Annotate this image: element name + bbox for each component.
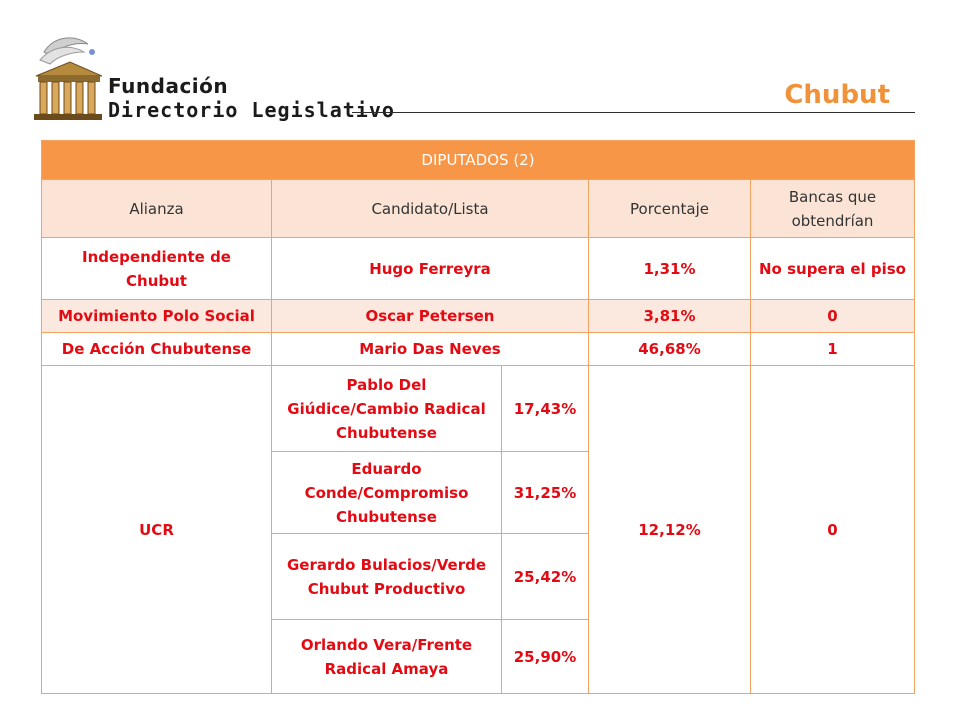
ucr-list-porcentaje: 25,42%: [501, 533, 589, 620]
column-header-porcentaje: Porcentaje: [588, 179, 751, 238]
table-row-ucr: Orlando Vera/Frente Radical Amaya 25,90%: [42, 619, 915, 694]
page-title: Chubut: [784, 80, 890, 110]
ucr-list-candidato: Orlando Vera/Frente Radical Amaya: [271, 619, 502, 694]
alianza-cell: Movimiento Polo Social: [41, 299, 272, 333]
column-header-row: Alianza Candidato/Lista Porcentaje Banca…: [41, 179, 915, 238]
table-title: DIPUTADOS (2): [41, 140, 915, 180]
column-header-alianza: Alianza: [41, 179, 272, 238]
porcentaje-cell: 1,31%: [588, 237, 751, 300]
title-divider: [352, 112, 915, 113]
candidato-cell: Oscar Petersen: [271, 299, 589, 333]
bancas-cell: 1: [750, 332, 915, 366]
ucr-bancas: 0: [750, 365, 915, 694]
ucr-list-candidato: Eduardo Conde/Compromiso Chubutense: [271, 451, 502, 534]
logo-line-1: Fundación: [108, 74, 229, 98]
table-row: Movimiento Polo Social Oscar Petersen 3,…: [41, 299, 915, 333]
alianza-cell: De Acción Chubutense: [41, 332, 272, 366]
alianza-cell: Independiente de Chubut: [41, 237, 272, 300]
ucr-list-porcentaje: 17,43%: [501, 365, 589, 452]
logo-line-2: Directorio Legislativo: [108, 98, 395, 122]
porcentaje-cell: 46,68%: [588, 332, 751, 366]
table-row-ucr: UCR Pablo Del Giúdice/Cambio Radical Chu…: [41, 365, 915, 694]
ucr-list-candidato: Pablo Del Giúdice/Cambio Radical Chubute…: [271, 365, 502, 452]
logo: Fundación Directorio Legislativo: [30, 34, 394, 126]
bancas-cell: 0: [750, 299, 915, 333]
table-row: Independiente de Chubut Hugo Ferreyra 1,…: [41, 237, 915, 300]
candidato-cell: Hugo Ferreyra: [271, 237, 589, 300]
porcentaje-cell: 3,81%: [588, 299, 751, 333]
parliament-building-icon: [34, 37, 102, 120]
table-row-ucr: Eduardo Conde/Compromiso Chubutense 31,2…: [42, 451, 915, 534]
column-header-bancas: Bancas que obtendrían: [750, 179, 915, 238]
table-row-ucr: Gerardo Bulacios/Verde Chubut Productivo…: [42, 533, 915, 620]
candidato-cell: Mario Das Neves: [271, 332, 589, 366]
alianza-cell-ucr: UCR: [41, 365, 272, 694]
results-table: DIPUTADOS (2) Alianza Candidato/Lista Po…: [41, 140, 915, 694]
ucr-list-porcentaje: 31,25%: [501, 451, 589, 534]
ucr-list-porcentaje: 25,90%: [501, 619, 589, 694]
bancas-cell: No supera el piso: [750, 237, 915, 300]
column-header-candidato: Candidato/Lista: [271, 179, 589, 238]
table-row: De Acción Chubutense Mario Das Neves 46,…: [41, 332, 915, 366]
ucr-total-porcentaje: 12,12%: [588, 365, 751, 694]
ucr-list-candidato: Gerardo Bulacios/Verde Chubut Productivo: [271, 533, 502, 620]
